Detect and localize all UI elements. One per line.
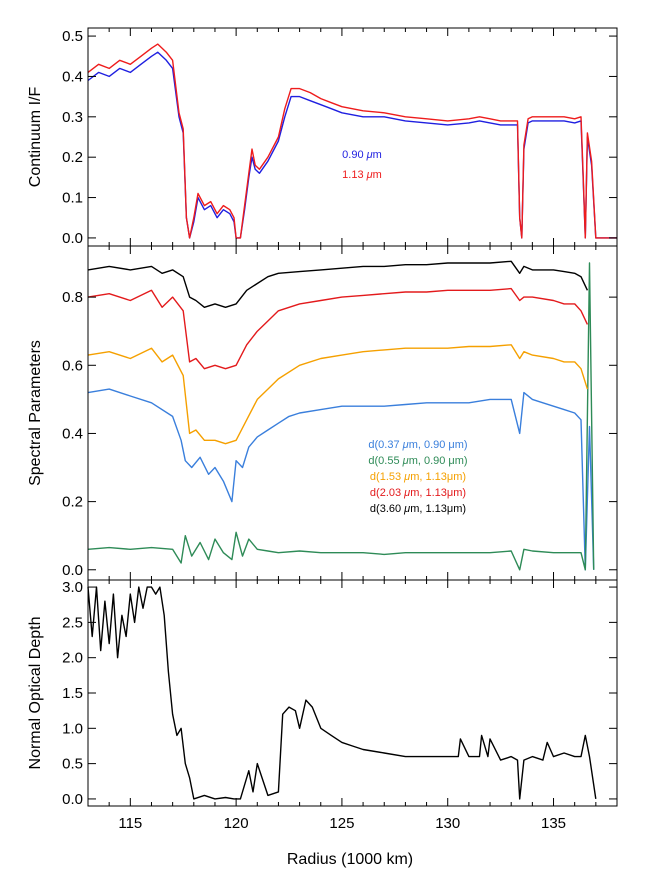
- panel-3: 0.0 0.5 1.0 1.5 2.0 2.5 3.0 Normal Optical Dept…: [27, 579, 618, 808]
- panel-1: 0.0 0.1 0.2 0.3 0.4 0.5 Continuum I/F 0.90 μm 1.…: [27, 27, 618, 247]
- y-axis-title: Continuum I/F: [27, 87, 44, 188]
- y-tick-label: 0.8: [62, 289, 83, 306]
- y-tick-label: 3.0: [62, 579, 83, 596]
- y-axis-title: Normal Optical Depth: [27, 617, 44, 770]
- y-tick-label: 0.5: [62, 756, 83, 773]
- y-tick-label: 2.5: [62, 614, 83, 631]
- x-tick-label: 125: [329, 815, 354, 832]
- panels: 0.0 0.1 0.2 0.3 0.4 0.5 Continuum I/F 0.90 μm 1.…: [27, 27, 618, 832]
- y-axis-title: Spectral Parameters: [27, 340, 44, 486]
- panel-2: 0.0 0.2 0.4 0.6 0.8 Spectral Parameters d(0.37…: [27, 245, 618, 581]
- y-tick-label: 1.5: [62, 685, 83, 702]
- y-tick-label: 0.0: [62, 791, 83, 808]
- x-tick-label: 135: [541, 815, 566, 832]
- legend-entry: d(1.53 μm, 1.13μm): [370, 471, 466, 483]
- x-tick-label: 115: [118, 815, 142, 832]
- y-tick-label: 2.0: [62, 650, 83, 667]
- series-line-2-3: [87, 344, 589, 445]
- series-line-3-1: [87, 586, 597, 800]
- x-tick-label: 130: [435, 815, 460, 832]
- y-tick-label: 0.2: [62, 494, 83, 511]
- x-axis-title: Radius (1000 km): [287, 851, 413, 868]
- series-line-2-4: [87, 287, 589, 370]
- y-tick-label: 1.0: [62, 720, 83, 737]
- series-line-1-2: [87, 43, 617, 239]
- y-tick-label: 0.6: [62, 357, 83, 374]
- series-line-2-1: [87, 388, 595, 571]
- legend-entry: d(0.55 μm, 0.90 μm): [368, 455, 467, 467]
- y-tick-label: 0.4: [62, 425, 83, 442]
- y-tick-label: 0.0: [62, 562, 83, 579]
- y-tick-label: 0.1: [62, 190, 83, 207]
- series-line-1-1: [87, 51, 617, 239]
- y-tick-label: 0.0: [62, 230, 83, 247]
- series-line-2-2: [87, 262, 595, 571]
- y-tick-label: 0.4: [62, 68, 83, 85]
- legend-entry: d(0.37 μm, 0.90 μm): [368, 439, 467, 451]
- legend-entry: 0.90 μm: [342, 149, 382, 161]
- x-tick-label: 120: [224, 815, 249, 832]
- legend-entry: d(3.60 μm, 1.13μm): [370, 503, 466, 515]
- y-tick-label: 0.5: [62, 28, 83, 45]
- legend-entry: d(2.03 μm, 1.13μm): [370, 487, 466, 499]
- series-line-2-5: [87, 260, 589, 308]
- legend-entry: 1.13 μm: [342, 169, 382, 181]
- y-tick-label: 0.3: [62, 109, 83, 126]
- y-tick-label: 0.2: [62, 149, 83, 166]
